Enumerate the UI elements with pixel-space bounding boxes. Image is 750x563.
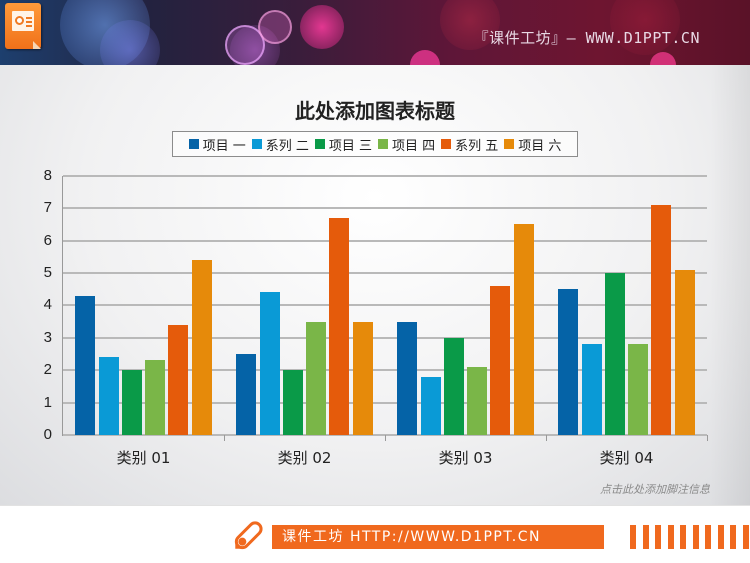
decorative-stripe [730,525,736,549]
legend-swatch [314,139,325,149]
legend-item[interactable]: 项目 四 [378,135,435,154]
bar[interactable] [490,285,511,435]
bar[interactable] [329,217,350,435]
bar[interactable] [259,292,280,435]
bar[interactable] [604,273,625,435]
legend-swatch [251,139,262,149]
bar[interactable] [145,360,166,435]
decorative-stripe [742,525,749,549]
bar[interactable] [558,289,579,435]
legend-label: 项目 一 [202,138,246,154]
legend-item[interactable]: 项目 六 [504,135,561,154]
legend-swatch [504,139,515,149]
footer: 课件工坊 HTTP://WWW.D1PPT.CN [0,505,750,563]
bar[interactable] [191,260,212,435]
header-banner: 『课件工坊』— WWW.D1PPT.CN [0,0,750,65]
bar[interactable] [628,344,649,435]
bar[interactable] [674,269,695,435]
legend-label: 项目 三 [328,138,372,154]
legend-label: 系列 二 [265,138,309,154]
decorative-stripe [680,525,686,549]
bar[interactable] [236,354,257,435]
decorative-stripe [705,525,711,549]
chart-title: 此处添加图表标题 [295,99,455,123]
legend-swatch [188,139,199,149]
bar[interactable] [513,224,534,435]
legend-item[interactable]: 项目 一 [188,135,246,154]
bar[interactable] [581,344,602,435]
presentation-file-icon[interactable] [5,3,41,49]
bar[interactable] [651,204,672,435]
bar[interactable] [168,324,189,435]
bar[interactable] [467,366,488,435]
bar[interactable] [443,337,464,435]
legend-item[interactable]: 项目 三 [314,135,372,154]
legend-label: 项目 四 [392,138,436,154]
legend-item[interactable]: 系列 二 [251,135,309,154]
bar[interactable] [352,321,373,435]
legend-item[interactable]: 系列 五 [441,135,498,154]
bar[interactable] [121,370,142,435]
bar[interactable] [397,321,418,435]
bar[interactable] [282,370,303,435]
chart-legend: 项目 一 系列 二 项目 三 项目 四 系列 五 项目 六 [172,131,578,157]
bar[interactable] [420,376,441,435]
banner-text: 『课件工坊』— WWW.D1PPT.CN [473,29,700,47]
legend-label: 项目 六 [518,138,562,154]
legend-swatch [441,139,452,149]
footer-banner: 课件工坊 HTTP://WWW.D1PPT.CN [272,525,604,549]
bar[interactable] [98,357,119,435]
legend-label: 系列 五 [455,138,499,154]
footnote[interactable]: 点击此处添加脚注信息 [600,483,710,496]
decorative-stripe [717,525,724,549]
decorative-stripe [630,525,636,549]
pen-icon [234,521,263,550]
bar[interactable] [306,321,327,435]
decorative-stripe [642,525,649,549]
decorative-stripe [667,525,674,549]
decorative-stripe [692,525,699,549]
decorative-stripe [655,525,661,549]
bar[interactable] [75,295,96,435]
legend-swatch [378,139,388,149]
